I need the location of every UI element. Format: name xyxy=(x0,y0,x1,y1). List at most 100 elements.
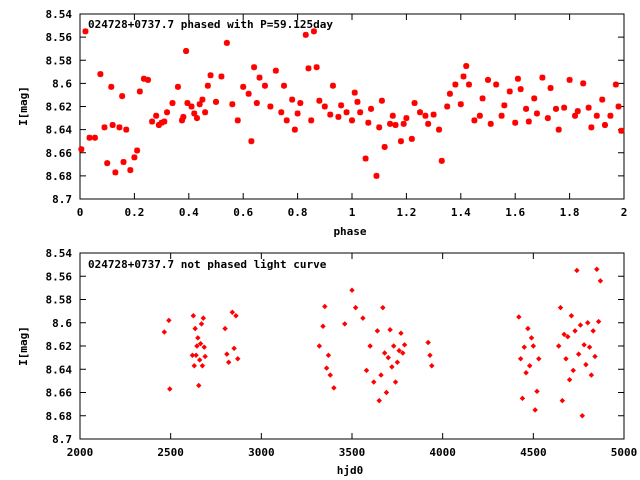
unphased-data-point xyxy=(577,322,584,328)
phased-data-point xyxy=(411,100,418,107)
unphased-plot-frame xyxy=(79,252,625,440)
phased-data-point xyxy=(158,119,165,126)
unphased-data-point xyxy=(528,335,535,341)
phased-data-point xyxy=(335,113,342,120)
phased-x-tick-label: 0.8 xyxy=(288,206,308,219)
unphased-y-tick-label: 8.62 xyxy=(46,340,73,353)
unphased-data-point xyxy=(195,335,201,341)
unphased-data-point xyxy=(367,343,373,349)
phased-data-point xyxy=(525,118,532,125)
phased-data-point xyxy=(321,103,328,110)
unphased-data-point xyxy=(381,350,388,356)
phased-data-point xyxy=(140,75,147,82)
unphased-data-point xyxy=(532,407,538,413)
unphased-data-point xyxy=(530,343,537,349)
phased-data-point xyxy=(555,126,562,133)
phased-data-point xyxy=(155,122,162,128)
unphased-data-point xyxy=(342,321,348,327)
phased-data-point xyxy=(580,80,587,87)
unphased-plot-points xyxy=(161,266,604,419)
phased-data-point xyxy=(136,88,143,95)
unphased-data-point xyxy=(322,303,328,310)
phased-data-point xyxy=(188,103,195,110)
phased-data-point xyxy=(533,110,540,117)
unphased-data-point xyxy=(320,323,326,329)
phased-data-point xyxy=(161,118,168,125)
unphased-data-point xyxy=(390,343,397,349)
phased-data-point xyxy=(112,169,119,176)
phased-data-point xyxy=(368,105,375,112)
phased-y-tick-label: 8.56 xyxy=(46,31,73,44)
phased-data-point xyxy=(351,89,358,96)
unphased-data-point xyxy=(555,343,562,349)
unphased-y-tick-label: 8.54 xyxy=(46,247,73,260)
phased-data-point xyxy=(460,73,467,80)
phased-data-point xyxy=(436,126,443,133)
unphased-data-point xyxy=(586,344,593,350)
phased-data-point xyxy=(338,102,345,109)
unphased-data-point xyxy=(201,344,207,350)
unphased-y-tick-label: 8.7 xyxy=(52,433,72,446)
phased-data-point xyxy=(316,97,323,104)
phased-data-point xyxy=(256,74,263,81)
unphased-plot-title: 024728+0737.7 not phased light curve xyxy=(88,258,327,271)
phased-data-point xyxy=(425,120,432,127)
unphased-y-tick-label: 8.64 xyxy=(46,363,73,376)
unphased-x-tick-label: 4500 xyxy=(520,446,547,459)
unphased-data-point xyxy=(200,315,207,321)
unphased-data-point xyxy=(574,267,580,274)
unphased-data-point xyxy=(575,351,582,357)
unphased-data-point xyxy=(570,367,576,374)
phased-data-point xyxy=(517,86,524,93)
phased-data-point xyxy=(245,90,252,97)
phased-data-point xyxy=(593,112,600,119)
phased-data-point xyxy=(97,71,104,78)
unphased-data-point xyxy=(161,329,168,335)
unphased-data-point xyxy=(192,325,198,332)
phased-data-point xyxy=(612,81,619,88)
phased-plot-ticks: 0 0.2 0.4 0.6 0.8 1 1.2 1.4 1.6 1.8 2 8.54 8.56 8.58 8… xyxy=(46,8,628,219)
phased-y-tick-label: 8.7 xyxy=(52,193,72,206)
unphased-data-point xyxy=(592,353,598,360)
phased-data-point xyxy=(305,65,312,72)
unphased-data-point xyxy=(194,343,200,349)
phased-data-point xyxy=(471,117,478,124)
phased-data-point xyxy=(531,95,538,102)
unphased-data-point xyxy=(166,317,172,324)
phased-data-point xyxy=(574,108,581,115)
unphased-data-point xyxy=(594,266,600,272)
phased-data-point xyxy=(498,112,505,119)
unphased-y-tick-label: 8.58 xyxy=(46,294,73,307)
phased-data-point xyxy=(223,39,230,46)
unphased-data-point xyxy=(349,287,355,293)
unphased-data-point xyxy=(352,304,359,311)
unphased-data-point xyxy=(394,359,401,365)
phased-plot-x-axis-label: phase xyxy=(333,225,366,238)
unphased-x-tick-label: 3500 xyxy=(339,446,366,459)
phased-data-point xyxy=(615,103,622,110)
phased-data-point xyxy=(438,157,445,164)
phased-data-point xyxy=(493,81,500,88)
phased-data-point xyxy=(327,111,334,118)
phased-y-tick-label: 8.58 xyxy=(46,54,73,67)
phased-data-point xyxy=(213,98,219,105)
phased-data-point xyxy=(357,109,364,116)
phased-data-point xyxy=(523,105,530,112)
phased-data-point xyxy=(349,117,355,124)
unphased-y-tick-label: 8.66 xyxy=(46,387,73,400)
unphased-data-point xyxy=(536,356,542,362)
unphased-plot-ticks: 2000 2500 3000 3500 4000 4500 5000 8.54 8.56 8.58… xyxy=(46,247,638,459)
phased-data-point xyxy=(544,115,551,122)
unphased-data-point xyxy=(557,304,564,311)
phased-data-point xyxy=(553,105,559,112)
phased-data-point xyxy=(381,143,388,150)
phased-data-point xyxy=(145,76,151,83)
unphased-data-point xyxy=(429,363,435,369)
phased-y-tick-label: 8.62 xyxy=(46,101,73,114)
phased-data-point xyxy=(310,28,317,35)
unphased-data-point xyxy=(360,315,366,321)
phased-x-tick-label: 1.6 xyxy=(505,206,525,219)
phased-y-tick-label: 8.6 xyxy=(52,77,72,90)
phased-data-point xyxy=(329,82,336,89)
phased-data-point xyxy=(86,134,93,141)
